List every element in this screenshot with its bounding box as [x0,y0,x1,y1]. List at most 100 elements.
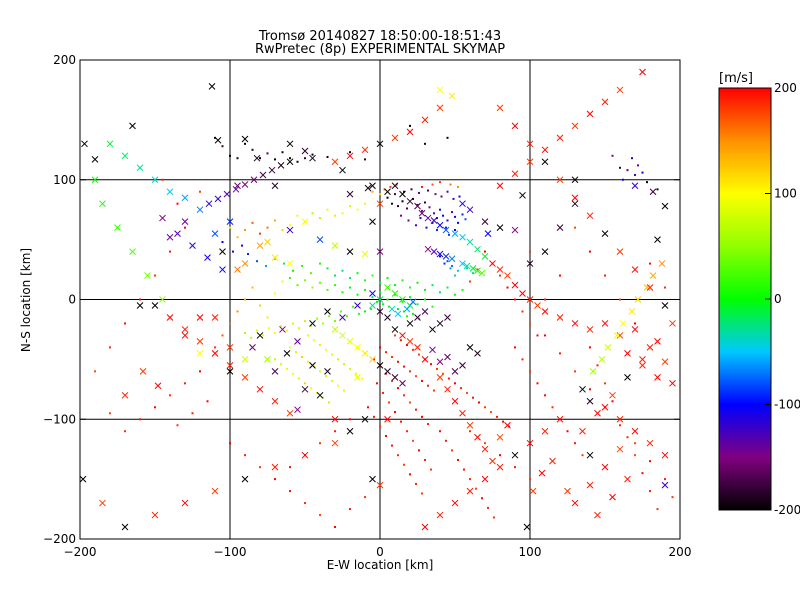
scatter-dot-marker [637,164,639,167]
scatter-cross-marker [81,140,88,148]
scatter-dot-marker [619,166,621,169]
scatter-cross-marker [661,451,669,459]
scatter-dot-marker [446,260,449,263]
scatter-dot-marker [251,286,254,289]
scatter-cross-marker [301,451,309,459]
scatter-dot-marker [431,284,434,287]
scatter-dot-marker [266,152,269,155]
scatter-cross-marker [519,290,526,297]
x-axis-ticks: −200 −100 0 100 200 [64,60,691,559]
scatter-cross-marker [181,326,189,333]
scatter-cross-marker [619,320,627,327]
scatter-dot-marker [430,468,432,471]
scatter-cross-marker [466,344,474,351]
scatter-dot-marker [325,348,327,351]
scatter-cross-marker [624,373,631,381]
scatter-dot-marker [469,478,471,481]
scatter-cross-marker [556,314,564,321]
scatter-cross-marker [511,122,519,130]
scatter-cross-marker [654,338,661,345]
scatter-dot-marker [458,195,461,198]
scatter-dot-marker [266,316,269,319]
scatter-cross-marker [256,385,264,393]
scatter-cross-marker [511,281,519,289]
scatter-cross-marker [631,266,639,273]
scatter-dot-marker [319,217,321,220]
scatter-cross-marker [409,298,417,306]
scatter-dot-marker [184,382,186,385]
scatter-dot-marker [574,370,576,373]
scatter-dot-marker [496,415,498,418]
scatter-dot-marker [289,224,291,227]
colorbar-tick-label: -200 [774,503,800,517]
scatter-dot-marker [433,212,435,215]
scatter-cross-marker [283,350,291,357]
scatter-dot-marker [229,154,231,157]
scatter-cross-marker [481,253,489,260]
scatter-cross-marker [121,523,129,531]
scatter-dot-marker [341,212,344,215]
scatter-cross-marker [634,296,642,303]
scatter-dot-marker [400,420,402,423]
scatter-dot-marker [358,312,360,315]
scatter-cross-marker [369,218,376,226]
scatter-dot-marker [343,363,345,366]
scatter-cross-marker [541,308,549,315]
scatter-dot-marker [401,200,404,203]
scatter-cross-marker [250,176,258,184]
scatter-dot-marker [529,370,531,373]
scatter-dot-marker [626,436,629,439]
scatter-dot-marker [304,320,306,323]
scatter-dot-marker [389,185,392,188]
scatter-dot-marker [440,195,443,198]
scatter-dot-marker [622,178,624,181]
scatter-dot-marker [286,329,288,332]
scatter-dot-marker [349,508,351,511]
scatter-dot-marker [289,157,291,160]
scatter-dot-marker [403,463,405,466]
scatter-cross-marker [159,214,166,222]
scatter-cross-marker [399,379,406,387]
scatter-cross-marker [436,511,444,519]
scatter-cross-marker [376,248,384,255]
scatter-cross-marker [144,272,151,279]
scatter-cross-marker [219,266,226,273]
scatter-cross-marker [91,156,99,163]
scatter-cross-marker [436,373,444,381]
scatter-dot-marker [410,188,413,191]
scatter-dot-marker [406,207,408,210]
scatter-cross-marker [511,170,519,178]
scatter-cross-marker [79,475,87,483]
scatter-dot-marker [442,372,444,375]
scatter-cross-marker [271,367,279,375]
scatter-cross-marker [271,463,279,471]
scatter-dot-marker [304,502,306,505]
scatter-cross-marker [579,385,586,393]
scatter-dot-marker [281,229,284,232]
scatter-cross-marker [616,248,624,255]
scatter-cross-marker [669,379,676,387]
scatter-cross-marker [624,350,631,357]
scatter-dot-marker [379,281,381,284]
scatter-dot-marker [439,208,441,211]
scatter-cross-marker [496,224,504,232]
scatter-cross-marker [226,367,234,375]
scatter-cross-marker [639,362,646,369]
scatter-dot-marker [244,332,246,335]
scatter-cross-marker [459,260,466,267]
scatter-cross-marker [466,206,474,214]
scatter-dot-marker [139,298,141,301]
scatter-dot-marker [428,206,431,209]
scatter-dot-marker [452,197,455,200]
scatter-dot-marker [266,226,269,229]
scatter-cross-marker [406,128,414,136]
scatter-cross-marker [541,158,549,166]
scatter-dot-marker [416,281,419,284]
scatter-cross-marker [459,233,466,241]
scatter-dot-marker [415,482,417,485]
scatter-dot-marker [397,360,399,363]
scatter-cross-marker [601,320,609,327]
scatter-cross-marker [369,302,376,309]
scatter-cross-marker [264,238,271,246]
scatter-dot-marker [448,377,450,380]
